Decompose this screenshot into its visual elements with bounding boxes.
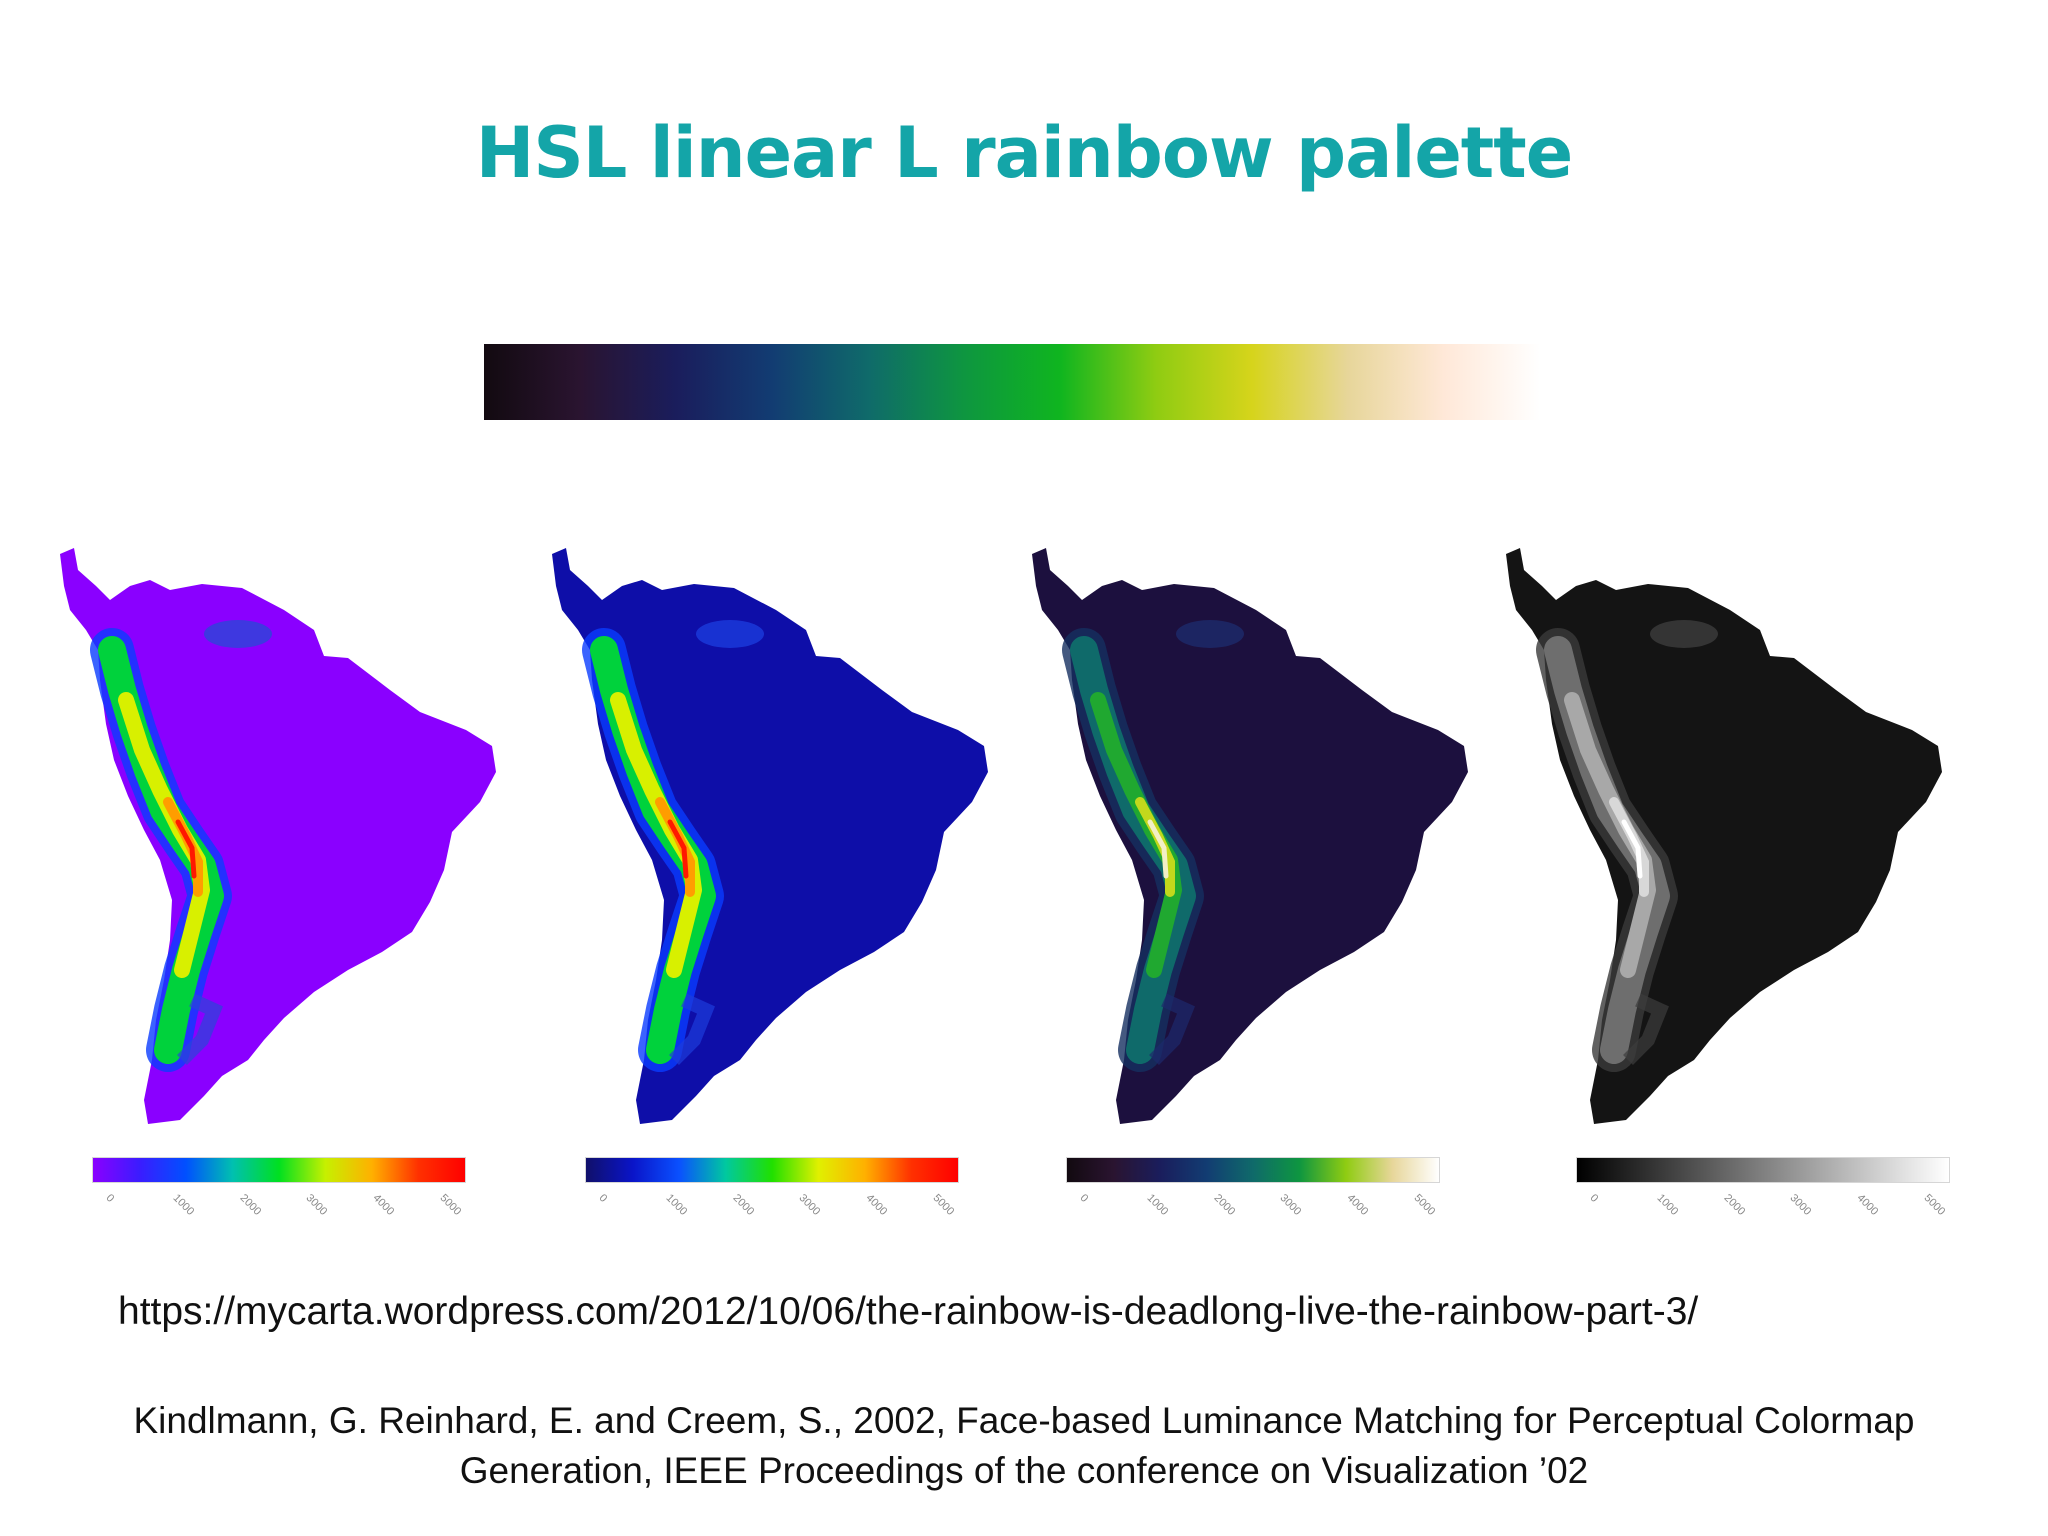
citation: Kindlmann, G. Reinhard, E. and Creem, S.… (40, 1396, 2008, 1496)
citation-line-2: Generation, IEEE Proceedings of the conf… (459, 1450, 1589, 1491)
colorbar-tick-label: 5000 (1411, 1192, 1438, 1218)
colorbar-tick-label: 4000 (370, 1192, 397, 1218)
colorbar-tick-label: 2000 (730, 1192, 756, 1218)
map-linear-l-rainbow (1024, 540, 1494, 1130)
map-grayscale (1498, 540, 1968, 1130)
colorbar-tick-label: 3000 (1787, 1192, 1814, 1218)
colorbar-tick-label: 4000 (1344, 1192, 1371, 1218)
colorbar-tick-label: 5000 (930, 1192, 957, 1218)
map-rainbow-blue (544, 540, 1014, 1130)
colorbar-tick-label: 1000 (1144, 1192, 1171, 1218)
colorbar-tick-label: 3000 (796, 1192, 823, 1218)
colorbar-tick-label: 2000 (237, 1192, 263, 1218)
colorbar-tick-label: 4000 (863, 1192, 890, 1218)
citation-line-1: Kindlmann, G. Reinhard, E. and Creem, S.… (133, 1400, 1915, 1441)
colorbar-tick-label: 5000 (1921, 1192, 1948, 1218)
colorbar-tick-label: 0 (1587, 1192, 1601, 1205)
source-url: https://mycarta.wordpress.com/2012/10/06… (118, 1290, 1699, 1333)
colorbar-tick-label: 3000 (303, 1192, 330, 1218)
colorbar-ticks-rainbow-purple: 0 1000 2000 3000 4000 5000 (92, 1192, 466, 1218)
palette-gradient-bar (484, 344, 1540, 420)
slide-title: HSL linear L rainbow palette (475, 112, 1573, 194)
colorbar-tick-label: 2000 (1211, 1192, 1237, 1218)
colorbar-tick-label: 5000 (437, 1192, 464, 1218)
colorbar-tick-label: 4000 (1854, 1192, 1881, 1218)
colorbar-tick-label: 1000 (170, 1192, 197, 1218)
colorbar-linear-l-rainbow (1066, 1157, 1440, 1183)
colorbar-tick-label: 0 (103, 1192, 117, 1205)
map-rainbow-purple (52, 540, 522, 1130)
colorbar-rainbow-purple (92, 1157, 466, 1183)
colorbar-tick-label: 1000 (663, 1192, 690, 1218)
colorbar-tick-label: 3000 (1277, 1192, 1304, 1218)
colorbar-ticks-grayscale: 0 1000 2000 3000 4000 5000 (1576, 1192, 1950, 1218)
colorbar-tick-label: 2000 (1721, 1192, 1747, 1218)
colorbar-ticks-rainbow-blue: 0 1000 2000 3000 4000 5000 (585, 1192, 959, 1218)
colorbar-tick-label: 0 (596, 1192, 610, 1205)
colorbar-rainbow-blue (585, 1157, 959, 1183)
colorbar-grayscale (1576, 1157, 1950, 1183)
colorbar-tick-label: 1000 (1654, 1192, 1681, 1218)
colorbar-ticks-linear-l-rainbow: 0 1000 2000 3000 4000 5000 (1066, 1192, 1440, 1218)
colorbar-tick-label: 0 (1077, 1192, 1091, 1205)
